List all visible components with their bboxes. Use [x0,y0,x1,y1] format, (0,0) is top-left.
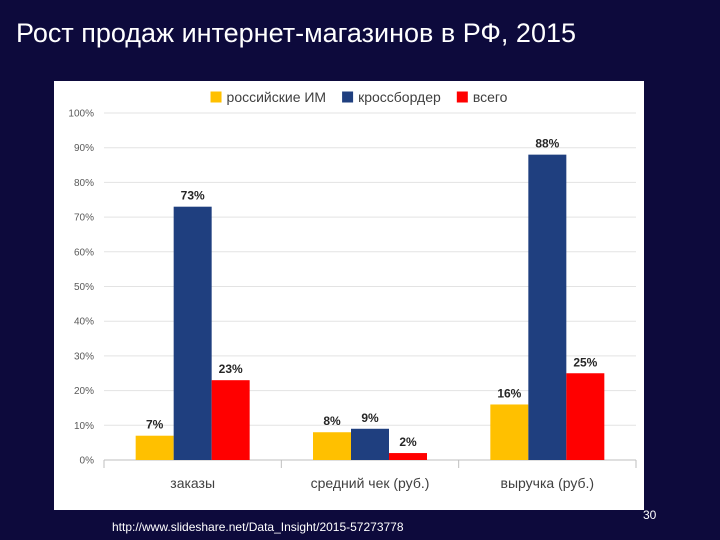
slide-title: Рост продаж интернет-магазинов в РФ, 201… [16,18,576,48]
y-tick-label: 20% [74,386,94,397]
y-tick-label: 90% [74,143,94,154]
data-label: 23% [219,362,243,376]
legend-label: кроссбордер [358,89,441,105]
y-tick-label: 40% [74,317,94,328]
bar [313,432,351,460]
bar [490,404,529,460]
bar-chart: 0% 10% 20% 30% 40% 50% 60% 70% 80% 90% 100% 7% 73% 23… [68,89,637,491]
legend-swatch [342,91,354,103]
legend-swatch [456,91,468,103]
bar [528,154,567,460]
bar [389,453,427,460]
data-label: 16% [497,386,521,400]
bar [566,373,605,460]
legend-swatch [210,91,222,103]
category-label: заказы [170,475,215,491]
category-label: выручка (руб.) [501,475,595,491]
chart-panel: 0% 10% 20% 30% 40% 50% 60% 70% 80% 90% 100% 7% 73% 23… [54,81,644,510]
y-tick-label: 60% [74,247,94,258]
category-label: средний чек (руб.) [311,475,430,491]
bar [211,380,250,460]
y-tick-label: 50% [74,282,94,293]
bar [351,428,389,460]
data-label: 7% [146,418,164,432]
data-label: 2% [399,435,417,449]
y-tick-label: 0% [80,456,95,467]
bar [135,435,174,460]
legend-label: всего [473,89,508,105]
data-label: 8% [323,414,341,428]
data-label: 88% [535,137,559,151]
source-link[interactable]: http://www.slideshare.net/Data_Insight/2… [112,520,404,534]
y-tick-label: 80% [74,178,94,189]
page-number: 30 [643,508,657,522]
bar [173,206,212,460]
y-tick-label: 10% [74,421,94,432]
data-label: 25% [573,355,597,369]
legend-label: российские ИМ [227,89,327,105]
data-label: 73% [181,189,205,203]
y-tick-label: 100% [68,109,94,120]
y-tick-label: 30% [74,351,94,362]
data-label: 9% [361,411,379,425]
y-tick-label: 70% [74,213,94,224]
